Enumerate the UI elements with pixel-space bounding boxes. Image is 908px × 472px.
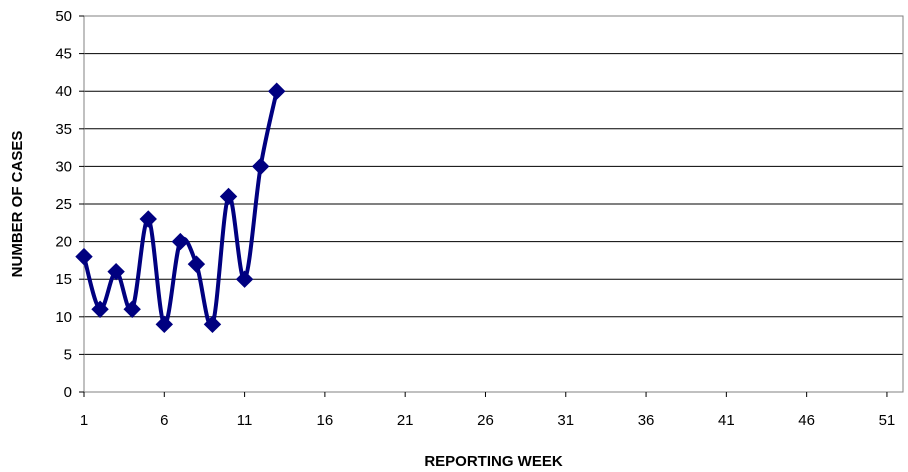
- series-layer: [75, 82, 286, 334]
- y-tick-label: 15: [55, 271, 72, 288]
- y-tick-label: 40: [55, 83, 72, 100]
- x-tick-label: 6: [160, 412, 168, 429]
- data-point: [171, 232, 190, 251]
- x-tick-label: 26: [477, 412, 494, 429]
- y-axis-ticks: 0 5 10 15 20 25 30 35 40 45 50: [55, 8, 84, 401]
- data-point: [203, 315, 222, 334]
- series-line: [82, 89, 279, 328]
- data-point: [107, 262, 125, 281]
- x-tick-label: 46: [798, 412, 815, 429]
- data-point: [267, 82, 286, 100]
- y-tick-label: 0: [64, 384, 72, 401]
- x-tick-label: 11: [237, 412, 253, 429]
- data-point: [251, 157, 270, 176]
- y-tick-label: 35: [55, 121, 72, 138]
- y-tick-label: 25: [55, 196, 72, 213]
- x-axis-ticks: 1 6 11 16 21 26 31 36 41 46 51: [80, 392, 895, 429]
- y-tick-label: 45: [55, 46, 72, 63]
- y-tick-label: 5: [64, 346, 72, 363]
- x-axis-title: REPORTING WEEK: [424, 453, 563, 470]
- data-point: [235, 270, 254, 288]
- y-axis-title: NUMBER OF CASES: [9, 131, 26, 278]
- x-tick-label: 36: [638, 412, 655, 429]
- x-tick-label: 1: [80, 412, 88, 429]
- x-tick-label: 21: [397, 412, 414, 429]
- data-point: [219, 187, 238, 206]
- x-tick-label: 41: [718, 412, 735, 429]
- y-tick-label: 50: [55, 8, 72, 25]
- data-point: [91, 300, 109, 318]
- data-point: [155, 315, 174, 334]
- y-tick-label: 30: [55, 158, 72, 175]
- x-tick-label: 51: [879, 412, 896, 429]
- x-tick-label: 16: [317, 412, 334, 429]
- data-point: [123, 300, 141, 318]
- x-tick-label: 31: [557, 412, 574, 429]
- y-tick-label: 20: [55, 234, 72, 251]
- y-tick-label: 10: [55, 309, 72, 326]
- gridlines: [84, 15, 903, 355]
- data-point: [75, 247, 93, 266]
- data-point: [187, 255, 206, 273]
- data-point: [139, 210, 157, 228]
